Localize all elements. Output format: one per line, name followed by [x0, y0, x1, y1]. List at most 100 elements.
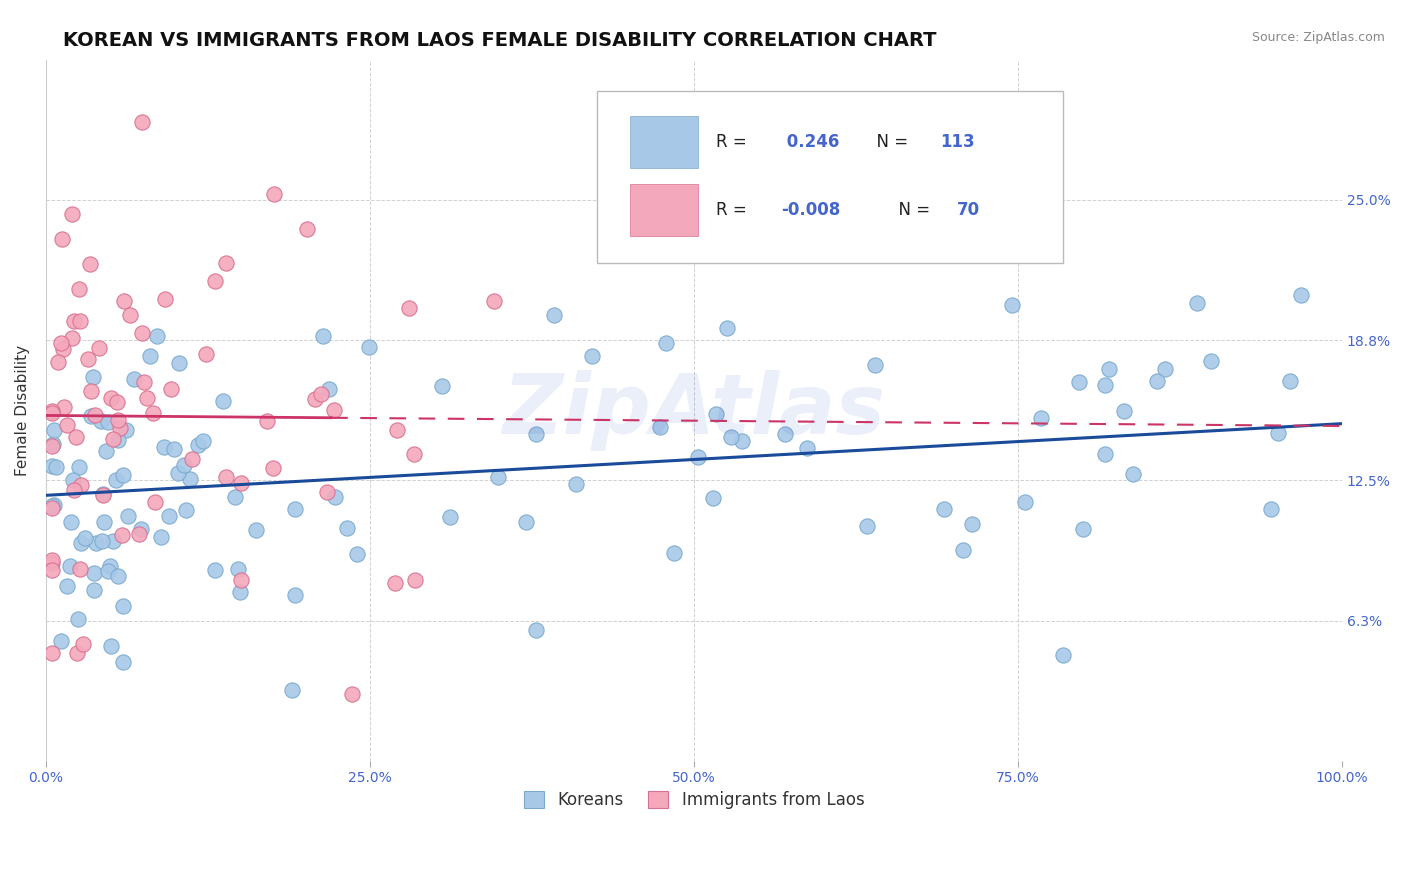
Point [204, 274, 226, 288]
Point [100, 639, 122, 653]
FancyBboxPatch shape [630, 184, 697, 236]
Point [960, 517, 983, 532]
Point [70, 536, 93, 550]
Point [796, 441, 818, 455]
Point [1185, 296, 1208, 310]
Point [101, 432, 124, 446]
Point [664, 546, 686, 560]
Point [149, 530, 172, 544]
Point [1069, 375, 1091, 389]
Point [439, 509, 461, 524]
Point [173, 458, 195, 473]
Point [134, 375, 156, 389]
Point [702, 491, 724, 505]
Text: ZipAtlas: ZipAtlas [502, 370, 886, 450]
Point [93, 515, 115, 529]
Point [1029, 410, 1052, 425]
Point [284, 502, 307, 516]
Point [122, 372, 145, 386]
Point [565, 476, 588, 491]
Point [159, 382, 181, 396]
Point [1052, 648, 1074, 662]
FancyBboxPatch shape [630, 116, 697, 169]
Point [98, 559, 121, 574]
Point [63, 483, 86, 498]
Point [322, 402, 344, 417]
Point [581, 349, 603, 363]
Point [515, 516, 537, 530]
Y-axis label: Female Disability: Female Disability [15, 345, 30, 476]
Point [856, 519, 879, 533]
Text: N =: N = [889, 202, 936, 219]
Point [111, 599, 134, 613]
Point [312, 329, 335, 343]
Point [128, 527, 150, 541]
Point [194, 347, 217, 361]
Point [215, 470, 238, 484]
Point [720, 430, 742, 444]
Point [52, 343, 75, 357]
Point [80, 384, 103, 398]
Point [214, 256, 236, 270]
Point [524, 427, 547, 442]
Point [163, 442, 186, 456]
Point [229, 573, 252, 587]
Point [108, 420, 131, 434]
Point [1014, 495, 1036, 509]
Point [865, 358, 887, 372]
Point [1071, 523, 1094, 537]
Text: 0.246: 0.246 [780, 133, 839, 151]
Point [84, 535, 107, 549]
Point [482, 293, 505, 308]
Point [129, 522, 152, 536]
Text: Source: ZipAtlas.com: Source: ZipAtlas.com [1251, 31, 1385, 45]
Point [41, 553, 63, 567]
Point [486, 470, 509, 484]
Point [65, 430, 87, 444]
Point [83, 582, 105, 597]
Point [41, 556, 63, 570]
Point [83, 566, 105, 580]
Point [63, 314, 86, 328]
Point [62, 473, 84, 487]
Point [111, 528, 134, 542]
Point [543, 308, 565, 322]
Point [41, 646, 63, 660]
Point [323, 490, 346, 504]
Point [1267, 425, 1289, 440]
FancyBboxPatch shape [596, 91, 1063, 263]
Point [107, 568, 129, 582]
Point [107, 413, 129, 427]
Text: 70: 70 [957, 202, 980, 219]
Point [69, 562, 91, 576]
Point [245, 524, 267, 538]
Text: KOREAN VS IMMIGRANTS FROM LAOS FEMALE DISABILITY CORRELATION CHART: KOREAN VS IMMIGRANTS FROM LAOS FEMALE DI… [63, 31, 936, 50]
Point [153, 293, 176, 307]
Point [187, 438, 209, 452]
Point [53, 401, 76, 415]
Point [229, 475, 252, 490]
Point [1146, 374, 1168, 388]
Point [91, 487, 114, 501]
Point [93, 488, 115, 502]
Point [111, 467, 134, 482]
Point [224, 490, 246, 504]
Point [655, 336, 678, 351]
Point [69, 460, 91, 475]
Point [67, 283, 90, 297]
Point [229, 585, 252, 599]
Point [336, 521, 359, 535]
Point [112, 294, 135, 309]
Point [179, 472, 201, 486]
Point [69, 314, 91, 328]
Point [153, 441, 176, 455]
Point [97, 415, 120, 429]
Point [309, 387, 332, 401]
Point [41, 564, 63, 578]
Point [1112, 403, 1135, 417]
Point [115, 423, 138, 437]
Point [167, 356, 190, 370]
Point [117, 508, 139, 523]
Point [136, 392, 159, 406]
Point [131, 115, 153, 129]
